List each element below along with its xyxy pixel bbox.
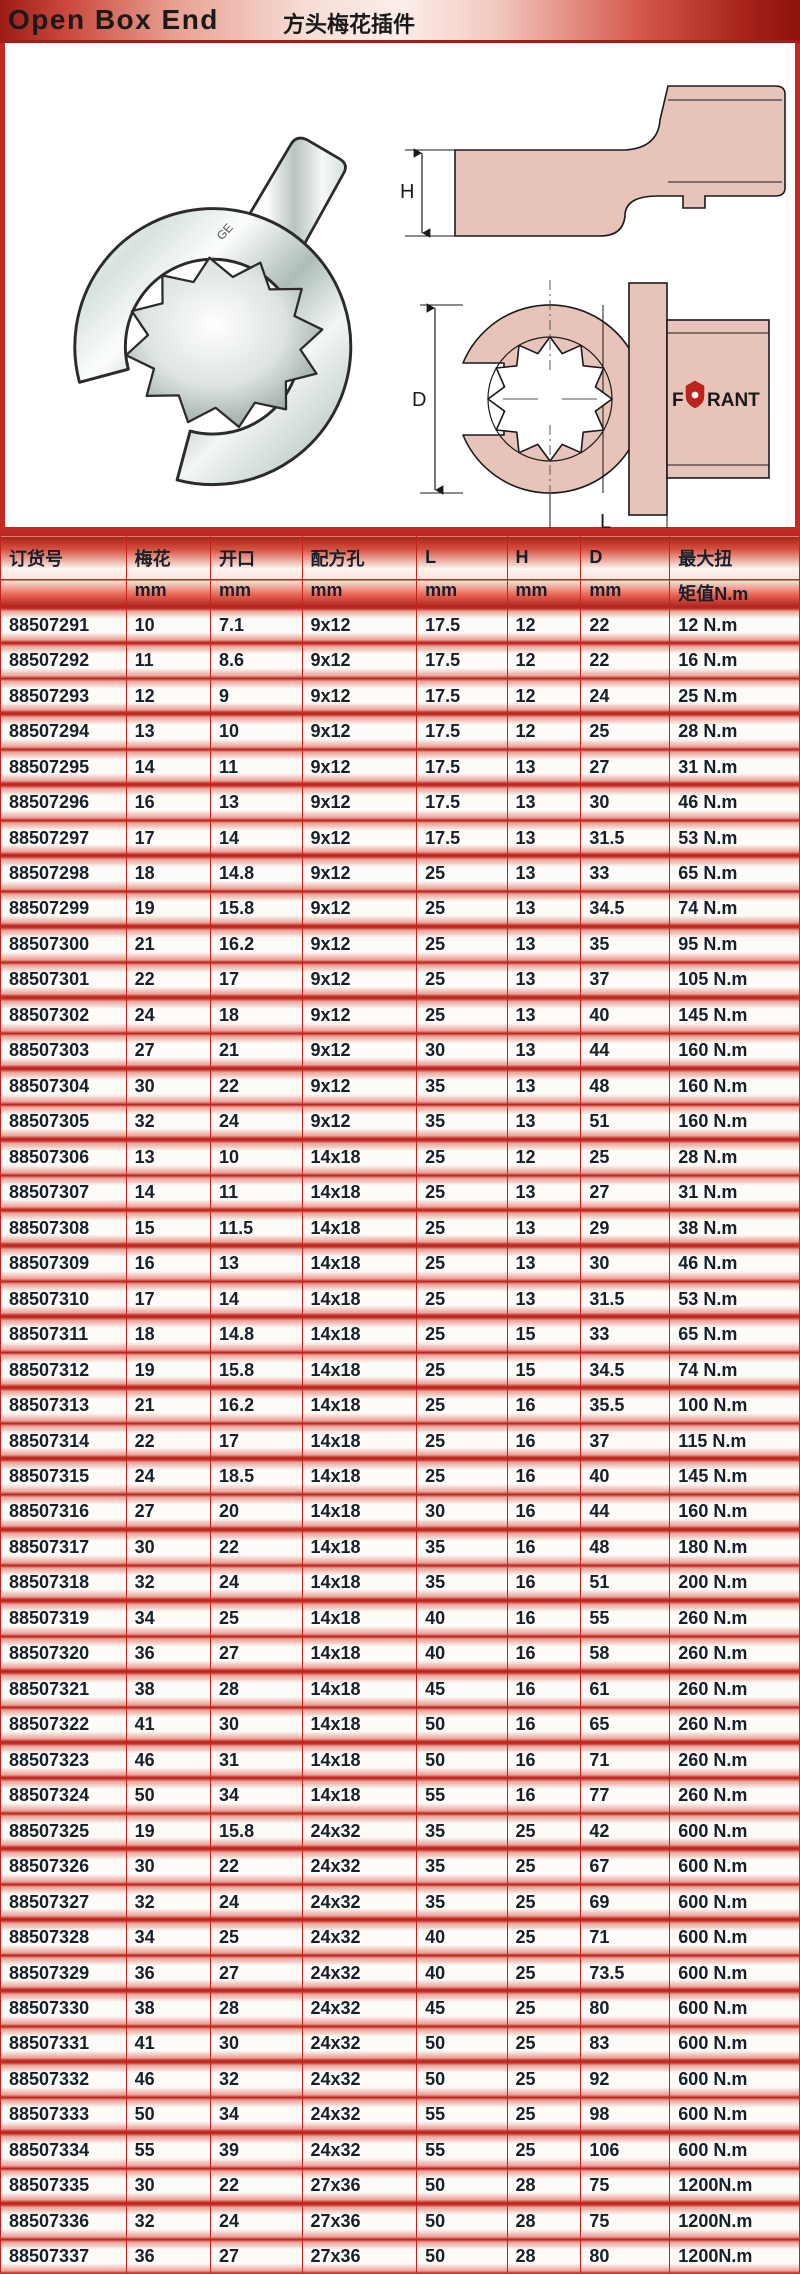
svg-text:F: F xyxy=(672,390,684,411)
svg-text:H: H xyxy=(400,181,414,203)
svg-text:RANT: RANT xyxy=(707,390,760,411)
svg-text:L: L xyxy=(600,511,611,528)
svg-text:D: D xyxy=(412,389,426,411)
